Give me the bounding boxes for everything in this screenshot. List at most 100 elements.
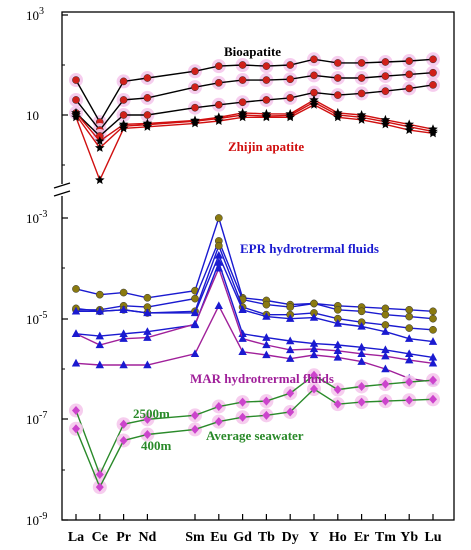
y-tick-label: 10-9 [26,511,47,528]
diamond-point [95,482,104,492]
circle-point [405,57,414,65]
star-point [214,116,224,125]
triangle-point [309,313,319,321]
star-point [356,114,367,124]
circle-point [333,74,342,82]
plot-frame [61,11,455,521]
circle-point [405,305,414,314]
circle-point [262,300,271,309]
series-line-epr-hydrotrermal-fluids-0 [75,215,434,312]
x-tick-label-yb: Yb [400,530,418,545]
circle-point [286,61,295,69]
star-point [428,128,438,138]
x-tick-label-pr: Pr [116,530,131,545]
diamond-point [357,397,366,407]
y-tick-label: 10-5 [26,310,47,327]
circle-point [143,94,152,102]
circle-point [381,72,390,80]
x-axis-ticks: La Ce Pr Nd Sm Eu Gd Tb Dy Y Ho Er Tm Yb Lu [68,514,442,545]
series-layer [69,52,440,495]
triangle-point [262,350,271,359]
triangle-point [428,352,438,361]
x-tick-label-er: Er [354,530,370,545]
circle-point [262,96,271,104]
triangle-point [143,333,152,341]
annotation-epr-fluids: EPR hydrotrermal fluids [240,241,379,256]
circle-point [405,84,414,93]
diamond-point [119,419,128,429]
triangle-point [214,250,223,259]
y-tick-label: 10 [26,108,39,123]
triangle-point [357,349,366,358]
triangle-point [119,329,128,338]
circle-point [381,310,390,319]
circle-point [214,241,223,250]
x-tick-label-eu: Eu [210,530,227,545]
triangle-point [381,327,390,335]
star-point [333,112,343,122]
diamond-point [333,385,342,395]
x-tick-label-lu: Lu [424,530,441,545]
triangle-point [428,337,438,345]
y-tick-label: 10-7 [26,410,47,427]
diamond-point [310,370,318,380]
triangle-point [143,360,152,369]
circle-point [381,87,390,95]
triangle-point [71,306,81,315]
triangle-point [381,364,390,373]
circle-point [310,55,318,64]
circle-point [381,58,390,66]
circle-point [191,67,199,76]
triangle-point [333,340,342,349]
triangle-point [333,319,342,327]
y-axis-ticks: 103 10 10-3 10-5 10-7 10-9 [26,6,68,528]
circle-point [333,59,342,67]
circle-point [72,76,80,84]
diamond-point [381,379,390,389]
diamond-point [143,414,152,424]
triangle-point [309,339,319,347]
circle-point [286,303,295,311]
triangle-point [381,345,390,354]
x-tick-label-la: La [68,530,84,545]
triangle-point [190,308,200,317]
circle-point [143,293,152,302]
triangle-point [95,360,104,369]
triangle-point [238,329,247,338]
triangle-point [238,347,247,355]
circle-point [429,307,437,316]
circle-point [405,70,414,79]
x-tick-label-sm: Sm [185,530,205,545]
circle-point [238,76,247,84]
triangle-point [190,349,200,358]
annotation-mar-fluids: MAR hydrotrermal fluids [190,371,334,386]
star-point [71,112,81,122]
x-tick-label-nd: Nd [138,530,156,545]
diamond-point [119,435,128,445]
circle-point [333,91,342,99]
triangle-point [357,321,366,330]
triangle-point [286,336,295,345]
triangle-point [214,301,223,310]
circle-point [119,111,128,119]
triangle-point [143,308,152,317]
triangle-point [214,258,223,266]
circle-point [72,285,80,293]
diamond-point [95,470,104,480]
circle-point [357,89,366,98]
triangle-point [71,358,81,367]
triangle-point [95,306,104,315]
circle-point [191,103,199,112]
diamond-point [214,417,223,427]
triangle-point [405,334,414,342]
x-tick-label-y: Y [309,530,319,545]
annotation-zhijin-apatite: Zhijin apatite [228,139,304,154]
diamond-point [72,424,80,434]
diamond-point [262,410,271,420]
diamond-point [143,429,152,439]
x-tick-label-tb: Tb [258,530,275,545]
triangle-point [286,354,295,362]
triangle-point [262,333,271,341]
circle-point [333,305,342,314]
circle-point [405,324,414,332]
